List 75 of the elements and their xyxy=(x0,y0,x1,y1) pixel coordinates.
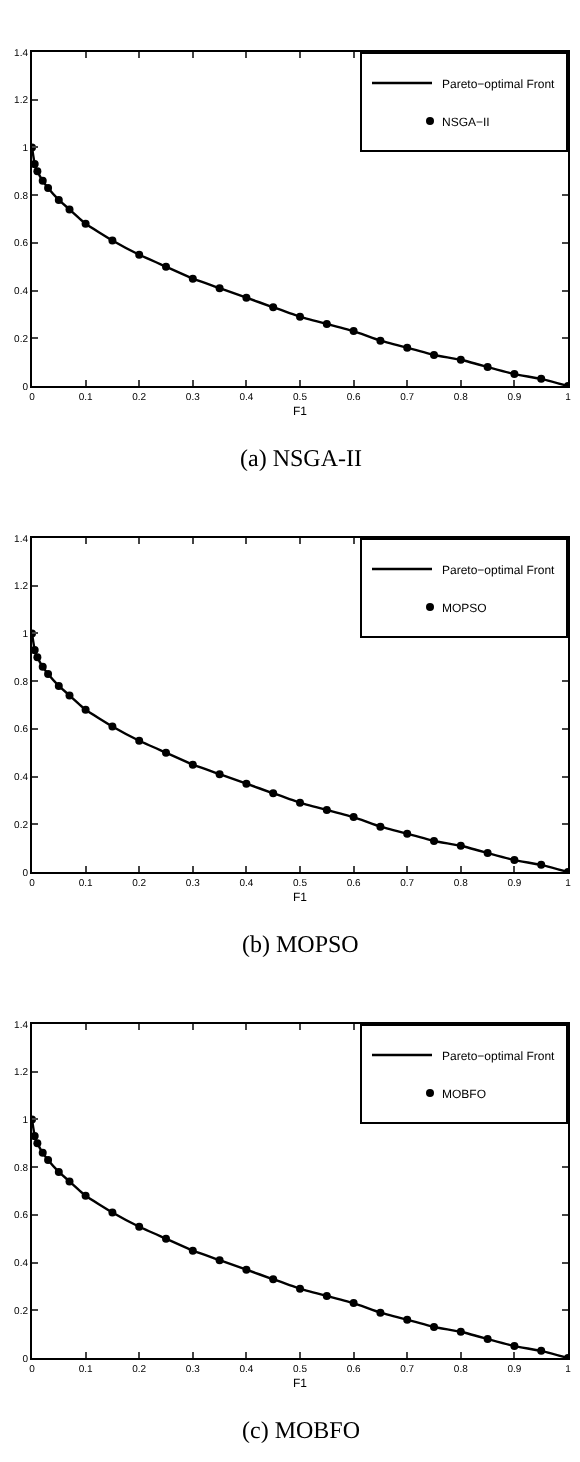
point xyxy=(376,822,385,831)
point xyxy=(430,350,438,359)
point xyxy=(54,195,63,204)
point xyxy=(403,343,412,352)
point xyxy=(456,841,465,850)
point xyxy=(81,1191,90,1200)
point xyxy=(269,789,278,798)
point xyxy=(242,293,251,302)
point xyxy=(456,1327,465,1336)
point xyxy=(483,362,492,371)
point xyxy=(483,1334,492,1343)
point xyxy=(215,770,224,779)
point xyxy=(44,183,53,192)
point xyxy=(242,1265,251,1274)
point xyxy=(537,1346,546,1355)
point xyxy=(54,1167,63,1176)
point xyxy=(430,1322,438,1331)
point xyxy=(349,1299,358,1308)
point xyxy=(33,167,42,176)
point xyxy=(162,262,170,271)
point xyxy=(510,856,519,865)
point xyxy=(215,284,224,293)
point xyxy=(162,1234,170,1243)
point xyxy=(349,327,358,336)
point xyxy=(322,319,331,328)
point xyxy=(296,312,304,321)
point xyxy=(33,1139,42,1148)
point xyxy=(38,176,47,185)
point xyxy=(188,1246,197,1255)
point xyxy=(269,1275,278,1284)
point xyxy=(65,1177,74,1186)
point xyxy=(135,250,144,259)
point xyxy=(537,860,546,869)
point xyxy=(242,779,251,788)
point xyxy=(32,1132,39,1141)
point xyxy=(376,336,385,345)
point xyxy=(510,1342,519,1351)
point xyxy=(403,829,412,838)
text: (c) MOBFO xyxy=(242,1416,361,1444)
point xyxy=(162,748,170,757)
point xyxy=(188,760,197,769)
point xyxy=(32,160,39,169)
point xyxy=(65,205,74,214)
point xyxy=(349,813,358,822)
point xyxy=(38,662,47,671)
point xyxy=(537,374,546,383)
point xyxy=(32,646,39,655)
point xyxy=(81,219,90,228)
point xyxy=(376,1308,385,1317)
point xyxy=(108,1208,117,1217)
point xyxy=(322,805,331,814)
point xyxy=(108,236,117,245)
point xyxy=(510,370,519,379)
point xyxy=(135,736,144,745)
point xyxy=(188,274,197,283)
text: (b) MOPSO xyxy=(242,930,360,958)
point xyxy=(44,1155,53,1164)
point xyxy=(322,1291,331,1300)
point xyxy=(108,722,117,731)
point xyxy=(430,836,438,845)
point xyxy=(215,1256,224,1265)
point xyxy=(44,669,53,678)
point xyxy=(54,681,63,690)
point xyxy=(135,1222,144,1231)
point xyxy=(296,798,304,807)
point xyxy=(81,705,90,714)
text: (a) NSGA-II xyxy=(240,444,362,472)
point xyxy=(269,303,278,312)
point xyxy=(33,653,42,662)
point xyxy=(483,848,492,857)
point xyxy=(65,691,74,700)
point xyxy=(456,355,465,364)
point xyxy=(38,1148,47,1157)
point xyxy=(296,1284,304,1293)
point xyxy=(403,1315,412,1324)
